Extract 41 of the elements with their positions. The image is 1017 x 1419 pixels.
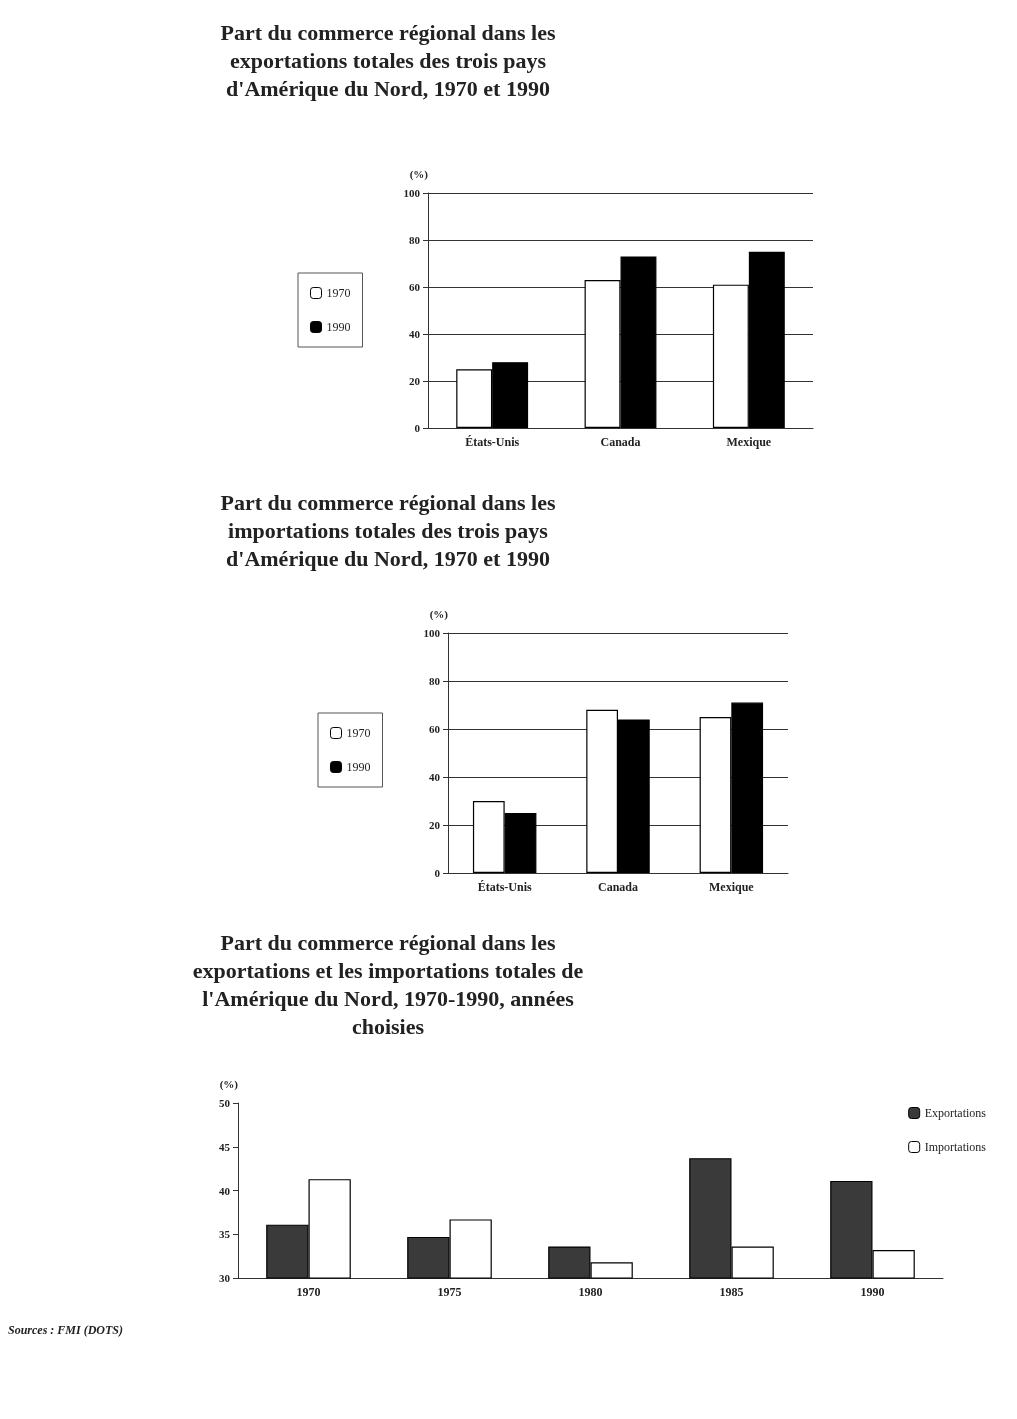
y-tick-label: 40: [429, 771, 441, 783]
legend-label: Exportations: [924, 1106, 987, 1120]
x-tick-label: Canada: [597, 880, 639, 894]
y-tick-label: 40: [409, 328, 421, 340]
legend-label: 1990: [346, 760, 371, 774]
x-tick-label: États-Unis: [465, 435, 520, 449]
y-axis-title: (%): [409, 167, 429, 181]
x-tick-label: États-Unis: [477, 880, 532, 894]
y-tick-label: 20: [409, 375, 421, 387]
y-tick-label: 45: [219, 1140, 231, 1153]
x-tick-label: 1985: [719, 1285, 744, 1299]
x-tick-label: Mexique: [709, 880, 755, 894]
y-tick-label: 35: [219, 1228, 231, 1241]
y-tick-label: 20: [429, 819, 441, 831]
y-tick-label: 0: [434, 867, 441, 879]
x-tick-label: Canada: [600, 435, 641, 449]
y-tick-label: 80: [409, 234, 421, 246]
y-tick-label: 100: [403, 187, 421, 199]
source-note: Sources : FMI (DOTS): [8, 1323, 124, 1337]
y-tick-label: 0: [414, 422, 421, 434]
y-tick-label: 60: [409, 281, 421, 293]
y-tick-label: 80: [429, 675, 441, 687]
y-axis-title: (%): [429, 607, 449, 621]
legend-label: Importations: [924, 1140, 987, 1154]
legend-label: 1970: [326, 286, 351, 300]
legend-label: 1990: [326, 320, 351, 334]
x-tick-label: 1970: [296, 1285, 321, 1299]
chart-title: Part du commerce régional dans les exportations et les importations totales de l'Amérique du Nord, 1970-1990, années choisies: [192, 929, 584, 1039]
y-tick-label: 40: [219, 1184, 231, 1197]
y-tick-label: 30: [219, 1272, 231, 1284]
chart-title: Part du commerce régional dans les exportations totales des trois pays d'Amérique du Nord, 1970 et 1990: [220, 19, 556, 101]
y-axis-title: (%): [219, 1077, 239, 1091]
chart-title: Part du commerce régional dans les importations totales des trois pays d'Amérique du Nord, 1970 et 1990: [220, 489, 556, 571]
x-tick-label: 1975: [437, 1285, 462, 1299]
x-tick-label: 1980: [578, 1285, 603, 1299]
y-tick-label: 60: [429, 723, 441, 735]
y-tick-label: 100: [423, 627, 441, 639]
x-tick-label: 1990: [860, 1285, 885, 1299]
y-tick-label: 50: [219, 1097, 231, 1109]
legend-label: 1970: [346, 726, 371, 740]
x-tick-label: Mexique: [726, 435, 772, 449]
